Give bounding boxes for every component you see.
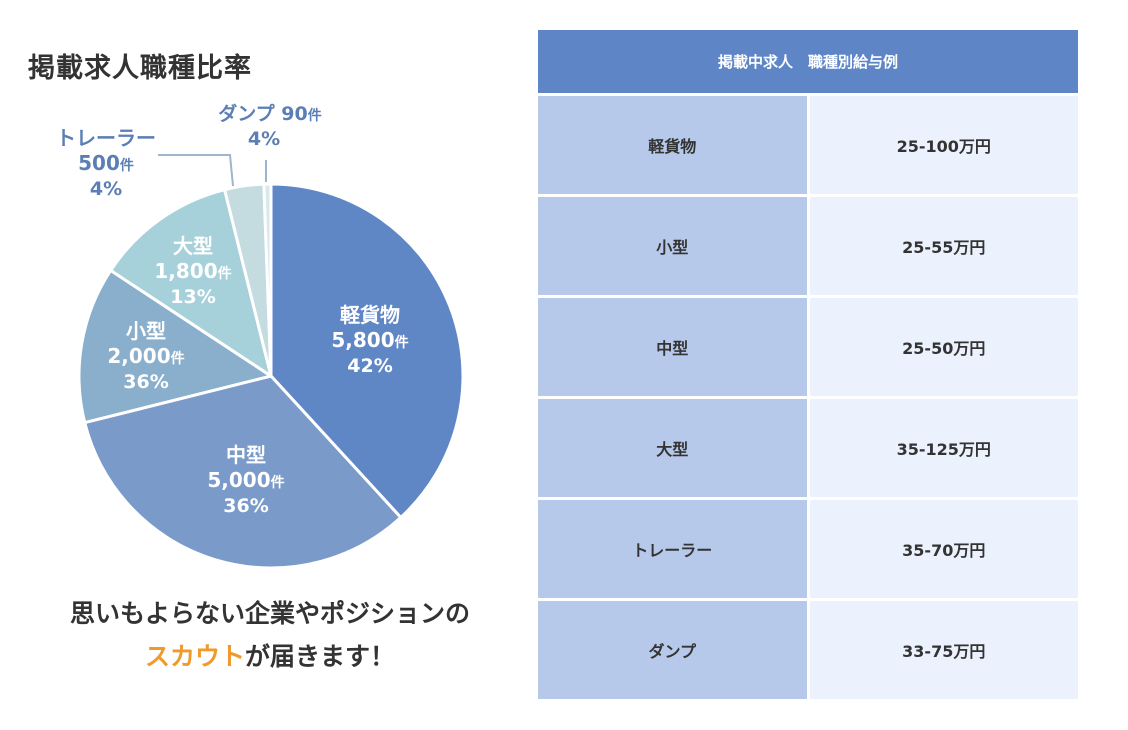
row-salary: 33-75万円: [808, 598, 1078, 699]
pie-slice: [269, 182, 465, 519]
table-row: 大型 35-125万円: [538, 396, 1078, 499]
pie-slice: [77, 268, 273, 425]
slice-unit: 件: [171, 350, 185, 367]
slice-count: 90: [281, 103, 307, 125]
leader-line-trailer: [158, 154, 234, 187]
slice-unit: 件: [120, 157, 134, 174]
pie-slice: [109, 188, 273, 378]
row-salary: 25-55万円: [808, 194, 1078, 297]
slice-count: 1,800: [154, 259, 217, 283]
salary-table: 掲載中求人 職種別給与例 軽貨物 25-100万円 小型 25-55万円 中型 …: [538, 30, 1078, 699]
table-row: トレーラー 35-70万円: [538, 497, 1078, 600]
slice-label: 小型 2,000件 36%: [107, 319, 184, 393]
slice-count: 5,800: [331, 328, 394, 352]
table-row: ダンプ 33-75万円: [538, 598, 1078, 699]
row-salary: 25-50万円: [808, 295, 1078, 398]
row-category: 中型: [538, 295, 810, 398]
row-category: 軽貨物: [538, 93, 810, 196]
slice-label: 中型 5,000件 36%: [207, 443, 284, 517]
tagline-line2: が届きます！: [245, 642, 396, 671]
pie-slice: [83, 374, 403, 570]
table-row: 軽貨物 25-100万円: [538, 93, 1078, 196]
slice-name: 小型: [126, 319, 166, 343]
table-row: 小型 25-55万円: [538, 194, 1078, 297]
chart-title: 掲載求人職種比率: [28, 53, 252, 84]
tagline: 思いもよらない企業やポジションの スカウトが届きます！: [20, 592, 520, 678]
slice-unit: 件: [308, 107, 322, 124]
slice-name: ダンプ: [218, 102, 281, 125]
table-row: 中型 25-50万円: [538, 295, 1078, 398]
row-category: 小型: [538, 194, 810, 297]
slice-percent: 13%: [170, 286, 215, 308]
pie-chart: 軽貨物 5,800件 42%中型 5,000件 36%小型 2,000件 36%大型 1,80…: [56, 102, 465, 570]
pie-slice: [262, 182, 273, 378]
tagline-line1: 思いもよらない企業やポジションの: [69, 599, 470, 628]
row-salary: 35-70万円: [808, 497, 1078, 600]
slice-count: 5,000: [207, 468, 270, 492]
row-salary: 35-125万円: [808, 396, 1078, 499]
row-salary: 25-100万円: [808, 93, 1078, 196]
slice-percent: 4%: [90, 178, 122, 200]
slice-name: トレーラー: [56, 126, 156, 150]
slice-label: 軽貨物 5,800件 42%: [331, 303, 408, 377]
table-header: 掲載中求人 職種別給与例: [538, 30, 1078, 95]
slice-percent: 36%: [123, 371, 168, 393]
slice-unit: 件: [395, 334, 409, 351]
slice-unit: 件: [271, 474, 285, 491]
tagline-highlight: スカウト: [144, 642, 245, 671]
row-category: トレーラー: [538, 497, 810, 600]
slice-percent: 42%: [347, 355, 392, 377]
slice-unit: 件: [218, 265, 232, 282]
slice-label: 大型 1,800件 13%: [154, 234, 231, 308]
row-category: 大型: [538, 396, 810, 499]
slice-name: 中型: [226, 443, 266, 467]
slice-percent: 4%: [248, 128, 280, 150]
slice-name: 大型: [173, 234, 213, 258]
slice-count: 2,000: [107, 344, 170, 368]
row-category: ダンプ: [538, 598, 810, 699]
slice-percent: 36%: [223, 495, 268, 517]
slice-label: ダンプ 90件 4%: [218, 102, 322, 150]
slice-name: 軽貨物: [340, 303, 400, 327]
slice-count: 500: [78, 151, 120, 175]
slice-label: トレーラー 500件 4%: [56, 126, 156, 200]
